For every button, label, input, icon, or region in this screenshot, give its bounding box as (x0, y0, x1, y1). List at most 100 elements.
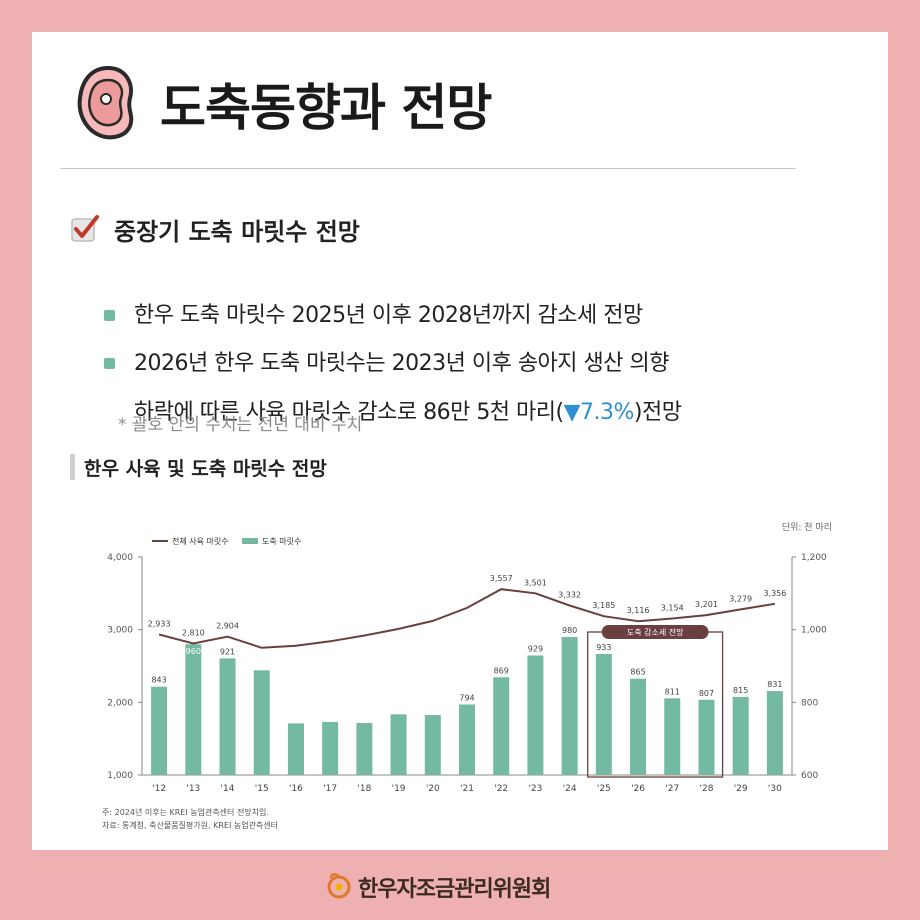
bar (595, 654, 612, 775)
bar (732, 696, 749, 775)
page-title: 도축동향과 전망 (160, 79, 492, 137)
y-tick-label-left: 4,000 (107, 553, 133, 563)
bar-data-label: 865 (630, 668, 645, 677)
bar (287, 723, 304, 775)
x-tick-label: '14 (221, 784, 235, 794)
line-data-label: 3,501 (524, 578, 547, 587)
line-data-label: 2,933 (148, 620, 171, 629)
y-tick-label-right: 800 (801, 698, 818, 708)
divider (60, 168, 796, 169)
bar-data-label: 815 (733, 686, 748, 695)
unit-label: 단위: 천 마리 (782, 522, 832, 533)
footer: 한우자조금관리위원회 (0, 866, 920, 906)
checkbox-icon (71, 215, 99, 242)
footer-org-name: 한우자조금관리위원회 (358, 877, 551, 902)
y-tick-label-left: 2,000 (107, 698, 133, 708)
legend-label-line: 전체 사육 마릿수 (172, 536, 229, 546)
hanwoo-logo-icon (327, 873, 351, 899)
x-tick-label: '30 (768, 784, 782, 794)
y-tick-label-left: 3,000 (107, 626, 133, 636)
bullet-text-2-post: )전망 (633, 400, 682, 425)
x-tick-label: '20 (426, 784, 440, 794)
bar (356, 723, 373, 775)
y-tick-label-left: 1,000 (107, 771, 133, 781)
y-tick-label-right: 600 (801, 771, 818, 781)
chart-title: 한우 사육 및 도축 마릿수 전망 (84, 458, 327, 480)
percent-change: ▼7.3% (563, 400, 635, 425)
x-tick-label: '29 (734, 784, 748, 794)
bar (698, 699, 715, 775)
section-title: 중장기 도축 마릿수 전망 (114, 218, 360, 246)
bullet-text-2: 2026년 한우 도축 마릿수는 2023년 이후 송아지 생산 의향 (134, 351, 669, 376)
x-tick-label: '21 (460, 784, 474, 794)
x-tick-label: '13 (186, 784, 200, 794)
bullet-text-2-pre: 하락에 따른 사육 마릿수 감소로 86만 5천 마리( (134, 400, 564, 425)
meat-icon (77, 65, 134, 140)
line-data-label: 3,557 (490, 574, 513, 583)
y-tick-label-right: 1,000 (801, 626, 827, 636)
bar (253, 670, 270, 775)
bar-data-label: 794 (459, 694, 474, 703)
line-data-label: 3,116 (627, 606, 650, 615)
bar-data-label: 929 (528, 644, 543, 653)
bar-data-label: 843 (151, 676, 166, 685)
x-tick-label: '18 (357, 784, 371, 794)
bar-data-label: 933 (596, 643, 611, 652)
bullet-text-2-cont: 하락에 따른 사육 마릿수 감소로 86만 5천 마리(▼7.3%)전망 (134, 394, 682, 426)
line-data-label: 3,185 (592, 601, 615, 610)
x-tick-label: '27 (665, 784, 679, 794)
chart-title-marker (70, 454, 75, 480)
bar (151, 686, 168, 775)
chart-source: 자료: 통계청, 축산물품질평가원, KREI 농업관측센터 (102, 820, 278, 830)
legend-bar-swatch (242, 538, 258, 544)
bar (219, 658, 236, 775)
x-tick-label: '25 (597, 784, 611, 794)
bar-data-label: 811 (665, 687, 680, 696)
bar (459, 704, 475, 775)
bullet-marker (104, 310, 115, 321)
x-tick-label: '22 (494, 784, 508, 794)
line-data-label: 3,154 (661, 603, 684, 612)
x-tick-label: '16 (289, 784, 303, 794)
bar (322, 721, 339, 775)
line-data-label: 3,332 (558, 591, 581, 600)
bar (185, 644, 202, 775)
x-tick-label: '26 (631, 784, 645, 794)
bar-data-label: 960 (186, 647, 201, 656)
x-tick-label: '15 (255, 784, 269, 794)
bar (493, 677, 510, 775)
bar-data-label: 807 (699, 689, 714, 698)
series-line (158, 588, 776, 649)
x-tick-label: '19 (392, 784, 406, 794)
bar (561, 636, 578, 775)
bar-data-label: 921 (220, 647, 235, 656)
x-tick-label: '24 (563, 784, 577, 794)
line-data-label: 3,356 (763, 589, 786, 598)
line-data-label: 3,201 (695, 600, 718, 609)
bar-data-label: 831 (767, 680, 782, 689)
line-data-label: 2,904 (216, 622, 239, 631)
x-tick-label: '28 (700, 784, 714, 794)
legend-label-bar: 도축 마릿수 (262, 536, 301, 546)
forecast-label: 도축 감소세 전망 (627, 627, 684, 637)
line-data-label: 3,279 (729, 594, 752, 603)
line-data-label: 2,810 (182, 628, 205, 637)
x-tick-label: '12 (152, 784, 166, 794)
y-tick-label-right: 1,200 (801, 553, 827, 563)
bar (424, 715, 441, 775)
forecast-label-pill (601, 625, 709, 639)
note-text: * 괄호 안의 수치는 전년 대비 수치 (118, 415, 363, 435)
x-tick-label: '23 (528, 784, 542, 794)
x-tick-label: '17 (323, 784, 337, 794)
bar (766, 691, 783, 775)
chart-footnote: 주: 2024년 이후는 KREI 농업관측센터 전망치임. (102, 807, 269, 817)
bullet-text-1: 한우 도축 마릿수 2025년 이후 2028년까지 감소세 전망 (134, 303, 643, 328)
bullet-marker (104, 358, 115, 369)
bar-data-label: 869 (494, 666, 509, 675)
bar (630, 678, 647, 775)
bar (390, 714, 407, 775)
bar-data-label: 980 (562, 626, 577, 635)
bar (664, 698, 681, 775)
bar (527, 655, 544, 775)
